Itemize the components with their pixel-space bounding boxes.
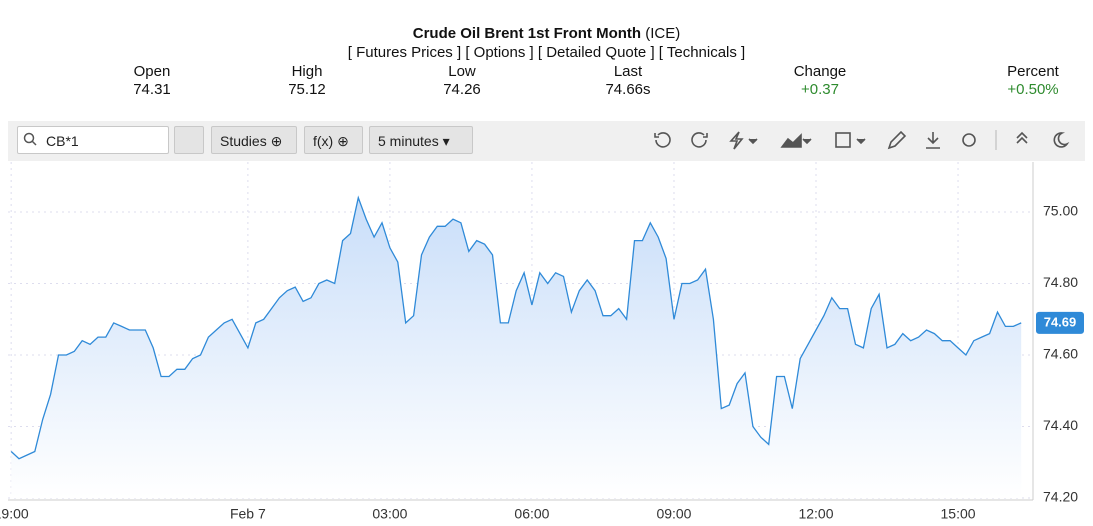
flash-icon[interactable]: [729, 131, 744, 150]
stat-value: +0.50%: [1007, 81, 1059, 98]
layout-icon[interactable]: [835, 132, 851, 148]
collapse-icon[interactable]: [1016, 131, 1028, 144]
studies-label: Studies: [220, 133, 267, 149]
stat-label: Low: [448, 63, 476, 80]
symbol: CB*1: [46, 133, 79, 149]
last-price-label: 74.69: [1044, 314, 1077, 329]
header: Crude Oil Brent 1st Front Month (ICE) [ …: [0, 24, 1093, 62]
price-line: [10, 195, 1022, 460]
fx-button[interactable]: f(x) ⊕: [304, 126, 363, 154]
x-tick-label: 06:00: [514, 506, 549, 522]
symbol-input[interactable]: CB*1: [17, 126, 169, 154]
download-icon[interactable]: [926, 132, 940, 149]
last-price-tag: [1036, 311, 1084, 334]
undo-icon[interactable]: [654, 132, 671, 148]
quote-link[interactable]: [ Options ]: [465, 44, 534, 61]
dropdown-arrows: [748, 138, 866, 145]
stat: High 75.12: [237, 63, 377, 99]
toolbar-icons: [654, 130, 1070, 150]
stat: Change +0.37: [750, 63, 890, 99]
theme-icon[interactable]: [1053, 132, 1070, 148]
y-tick-label: 74.80: [1043, 274, 1078, 290]
stat-value: 74.66s: [605, 81, 651, 98]
stat-value: 74.31: [133, 81, 171, 98]
stat: Last 74.66s: [558, 63, 698, 99]
draw-icon[interactable]: [887, 130, 907, 150]
stat: Open 74.31: [82, 63, 222, 99]
toolbar: [8, 121, 1085, 161]
y-tick-label: 74.40: [1043, 417, 1078, 433]
interval-button[interactable]: 5 minutes ▾: [369, 126, 473, 154]
quote-link[interactable]: [ Technicals ]: [658, 44, 746, 61]
y-tick-label: 74.20: [1043, 489, 1078, 505]
fx-label: f(x): [313, 133, 334, 149]
y-tick-label: 75.00: [1043, 203, 1078, 219]
title-line: Crude Oil Brent 1st Front Month (ICE): [0, 24, 1093, 43]
settings-icon[interactable]: [962, 133, 976, 147]
exchange: (ICE): [645, 25, 681, 42]
quote-link[interactable]: [ Futures Prices ]: [347, 44, 462, 61]
x-tick-label: Feb 7: [230, 506, 266, 522]
x-tick-label: 15:00: [941, 506, 976, 522]
stat-label: Last: [613, 63, 643, 80]
chart-type-icon[interactable]: [780, 133, 802, 148]
title: Crude Oil Brent 1st Front Month: [412, 25, 642, 42]
x-tick-label: 19:00: [0, 506, 29, 522]
stat: Low 74.26: [392, 63, 532, 99]
compare-button[interactable]: [174, 126, 204, 154]
stat-value: 74.26: [443, 81, 481, 98]
quote-link[interactable]: [ Detailed Quote ]: [537, 44, 655, 61]
links: [ Futures Prices ] [ Options ] [ Detaile…: [0, 43, 1093, 62]
y-tick-label: 74.60: [1043, 346, 1078, 362]
stat-value: +0.37: [801, 81, 839, 98]
redo-icon[interactable]: [691, 132, 708, 148]
x-tick-label: 09:00: [656, 506, 691, 522]
stat: Percent +0.50%: [963, 63, 1093, 99]
x-tick-label: 12:00: [798, 506, 833, 522]
stat-label: High: [291, 63, 323, 80]
stat-label: Open: [133, 63, 171, 80]
stat-label: Percent: [1007, 63, 1059, 80]
stat-value: 75.12: [288, 81, 326, 98]
studies-button[interactable]: Studies ⊕: [211, 126, 297, 154]
stat-label: Change: [793, 63, 847, 80]
area-fill: [11, 197, 1022, 498]
interval-label: 5 minutes: [378, 133, 439, 149]
x-tick-label: 03:00: [372, 506, 407, 522]
search-icon: [23, 132, 37, 146]
